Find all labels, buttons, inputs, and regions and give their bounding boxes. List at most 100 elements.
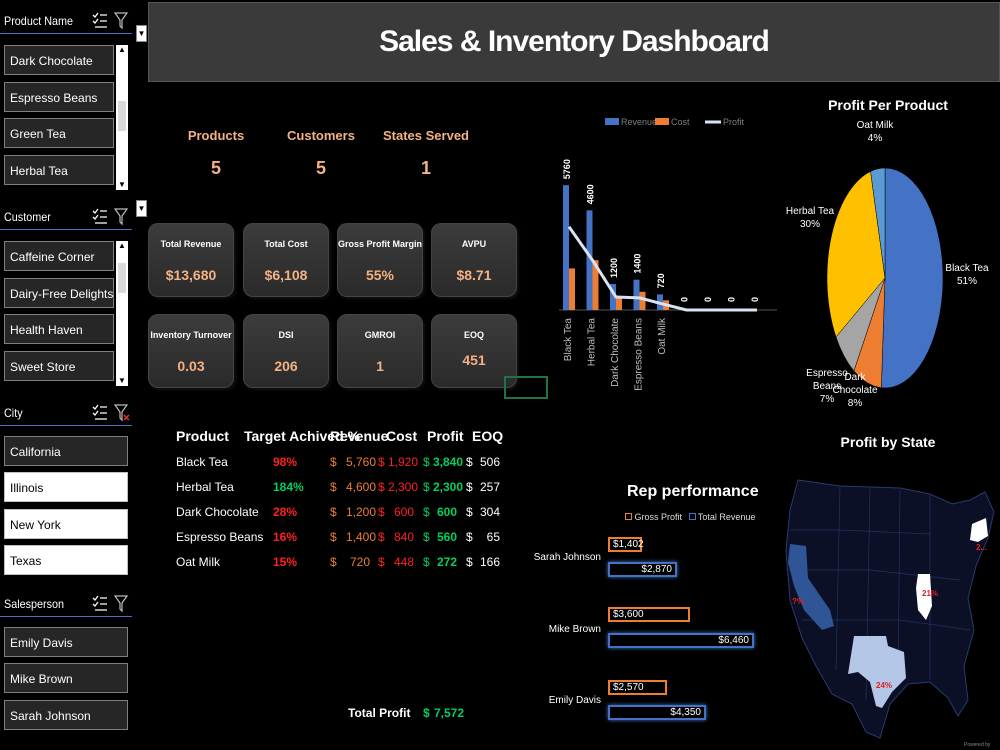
kpi-card: Gross Profit Margin 55% (337, 223, 423, 297)
currency-symbol: $ (466, 530, 473, 544)
multi-select-icon[interactable] (92, 595, 108, 613)
clear-filter-icon[interactable] (114, 208, 130, 226)
multi-select-icon[interactable] (92, 208, 108, 226)
column-header: Revenue (330, 428, 389, 444)
kpi-value: 206 (274, 358, 298, 374)
cell-cost: 840 (393, 530, 414, 544)
selected-cell[interactable] (504, 376, 548, 399)
bar-cost (616, 297, 622, 310)
slicer-header: Product Name (0, 8, 132, 34)
slicer-item[interactable]: Caffeine Corner (4, 241, 114, 271)
currency-symbol: $ (378, 555, 385, 569)
kpi-title: AVPU (461, 239, 487, 249)
slicer-item[interactable]: Emily Davis (4, 627, 128, 657)
rep-name: Mike Brown (548, 624, 601, 635)
pie-title: Profit Per Product (828, 97, 948, 113)
slicer-scrollbar[interactable]: ▲ ▼ (116, 45, 128, 190)
legend-label: Total Revenue (697, 512, 756, 522)
legend-label: Profit (723, 117, 745, 127)
slicer-item-selected[interactable]: Illinois (4, 472, 128, 502)
currency-symbol: $ (378, 530, 385, 544)
dropdown-arrow-icon[interactable]: ▼ (136, 25, 147, 42)
currency-symbol: $ (378, 505, 385, 519)
slicer-item-selected[interactable]: New York (4, 509, 128, 539)
data-label: 1200 (609, 258, 619, 278)
cell-eoq: 65 (486, 530, 500, 544)
slicer-item[interactable]: Herbal Tea (4, 155, 114, 185)
gross-profit-bar: $3,600 (608, 607, 690, 622)
scroll-up-icon[interactable]: ▲ (118, 241, 126, 250)
currency-symbol: $ (466, 480, 473, 494)
multi-select-icon[interactable] (92, 404, 108, 422)
data-label: 720 (656, 273, 666, 288)
slicer-item[interactable]: Espresso Beans (4, 82, 114, 112)
currency-symbol: $ (378, 455, 385, 469)
data-label: 0 (750, 297, 760, 302)
pie-label: 4% (868, 133, 883, 144)
slicer-scrollbar[interactable]: ▲ ▼ (116, 241, 128, 386)
cell-target: 15% (273, 555, 298, 569)
slicer-item[interactable]: Dairy-Free Delights (4, 278, 114, 308)
cell-profit: 272 (436, 555, 457, 569)
map-footer: Powered by (964, 742, 991, 748)
currency-symbol: $ (423, 480, 430, 494)
slicer-item[interactable]: Sweet Store (4, 351, 114, 381)
slicer-item[interactable]: Mike Brown (4, 663, 128, 693)
slicer-product: Product Name Dark Chocolate Espresso Bea… (0, 8, 132, 193)
count-value: 1 (420, 158, 431, 178)
legend-swatch (605, 118, 619, 125)
scroll-down-icon[interactable]: ▼ (118, 180, 126, 189)
cell-target: 98% (273, 455, 298, 469)
rep-name: Emily Davis (548, 695, 601, 706)
slicer-item[interactable]: California (4, 436, 128, 466)
state-california (788, 544, 834, 630)
slicer-item[interactable]: Health Haven (4, 314, 114, 344)
currency-symbol: $ (330, 555, 337, 569)
map-title: Profit by State (840, 434, 936, 450)
kpi-title: Inventory Turnover (150, 330, 232, 340)
currency-symbol: $ (423, 555, 430, 569)
pie-label: 51% (957, 276, 977, 287)
legend-swatch (655, 118, 669, 125)
cell-revenue: 720 (349, 555, 370, 569)
cell-product: Dark Chocolate (176, 505, 259, 519)
scroll-up-icon[interactable]: ▲ (118, 45, 126, 54)
cell-revenue: 1,400 (346, 530, 377, 544)
category-label: Black Tea (563, 318, 574, 362)
slicer-customer: Customer Caffeine Corner Dairy-Free Deli… (0, 204, 132, 386)
slicer-header: City (0, 400, 132, 426)
cell-profit: 600 (436, 505, 457, 519)
cell-product: Herbal Tea (176, 480, 234, 494)
pie-slice (881, 167, 944, 389)
state-new-york (970, 518, 988, 542)
slicer-item[interactable]: Green Tea (4, 118, 114, 148)
column-header: EOQ (472, 428, 504, 444)
pie-slice (870, 167, 886, 279)
cell-product: Espresso Beans (176, 530, 264, 544)
kpi-card: GMROI 1 (337, 314, 423, 388)
kpi-card: Inventory Turnover 0.03 (148, 314, 234, 388)
multi-select-icon[interactable] (92, 12, 108, 30)
state-illinois (916, 574, 932, 620)
pie-label: 8% (848, 398, 863, 409)
kpi-card: DSI 206 (243, 314, 329, 388)
scroll-down-icon[interactable]: ▼ (118, 376, 126, 385)
dropdown-arrow-icon[interactable]: ▼ (136, 200, 147, 217)
bar-cost (569, 268, 575, 310)
profit-per-product-pie: Black Tea 51% Dark Chocolate 8% Espresso Beans… (786, 120, 989, 409)
slicer-item-selected[interactable]: Texas (4, 545, 128, 575)
data-label: 0 (680, 297, 690, 302)
kpi-value: 451 (462, 352, 486, 368)
map-label: ?% (792, 597, 804, 606)
clear-filter-icon[interactable] (114, 404, 130, 422)
clear-filter-icon[interactable] (114, 12, 130, 30)
cell-profit: 560 (436, 530, 457, 544)
column-header: Target Achived % (244, 428, 360, 444)
clear-filter-icon[interactable] (114, 595, 130, 613)
slicer-item[interactable]: Sarah Johnson (4, 700, 128, 730)
cell-cost: 600 (393, 505, 414, 519)
slicer-item[interactable]: Dark Chocolate (4, 45, 114, 75)
category-label: Oat Milk (657, 317, 668, 355)
total-profit-label: Total Profit (348, 706, 411, 720)
legend-swatch-rev (688, 513, 696, 520)
